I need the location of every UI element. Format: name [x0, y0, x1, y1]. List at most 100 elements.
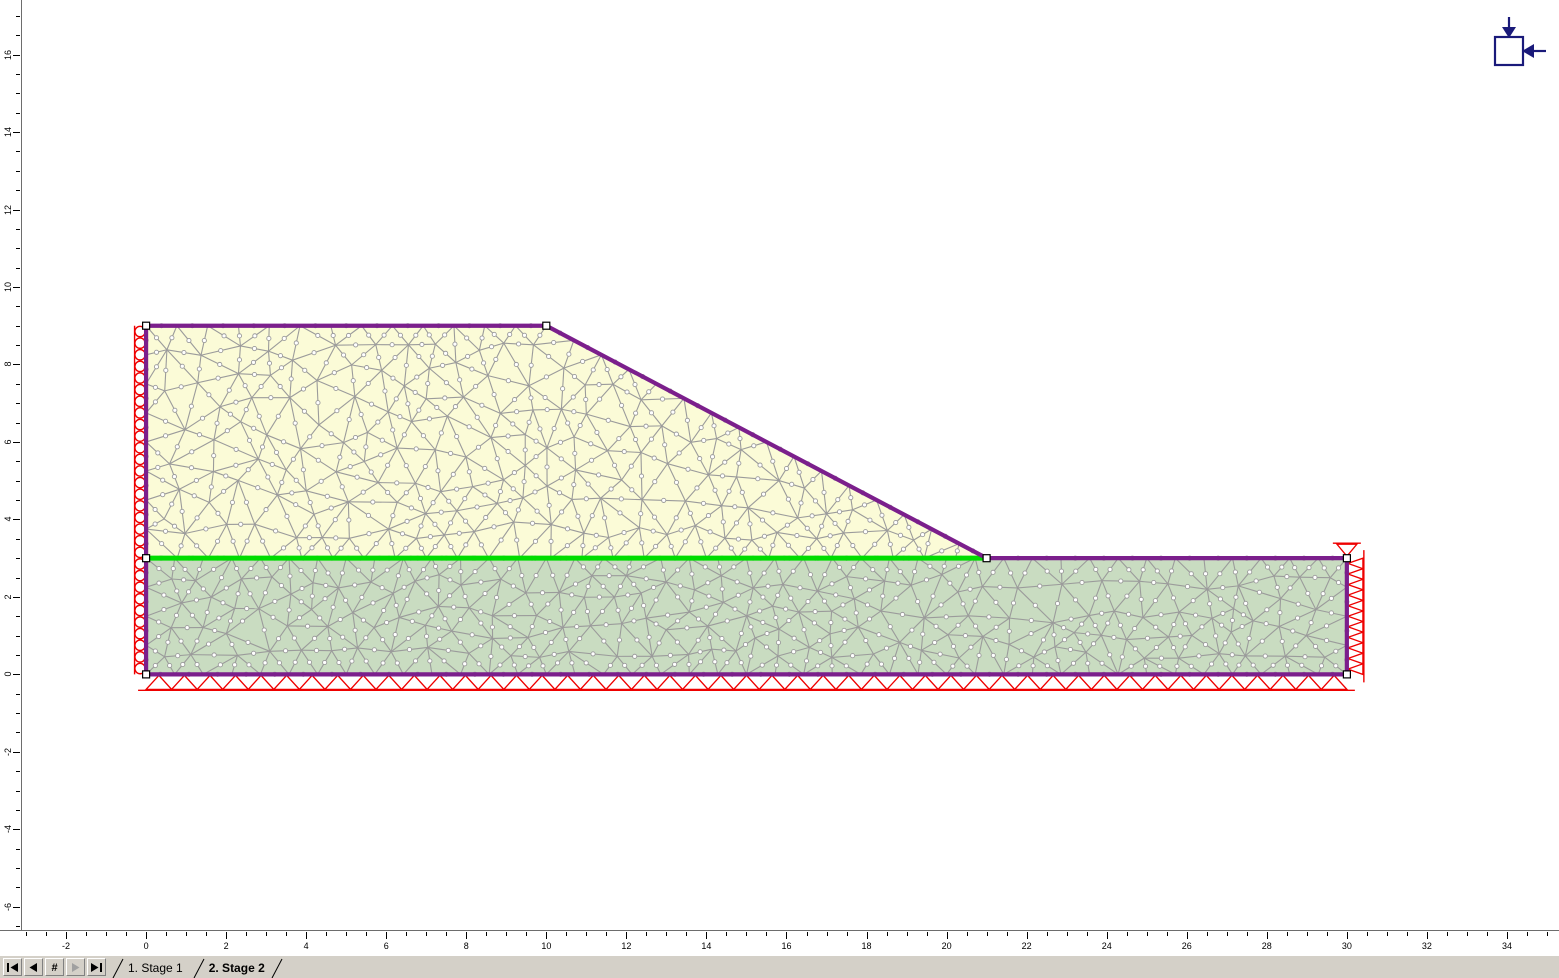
ruler-tick-major [13, 54, 20, 56]
ruler-tick-minor [16, 422, 20, 424]
ruler-tick-major [626, 932, 628, 939]
ruler-tick-minor [506, 932, 508, 936]
ruler-tick-minor [16, 325, 20, 327]
ruler-tick-minor [16, 480, 20, 482]
ruler-tick-minor [1386, 932, 1388, 936]
horizontal-ruler[interactable]: -2 0 2 4 6 8 10 12 14 16 18 20 22 24 26 28 30 32 34 [0, 930, 1559, 955]
ruler-tick-minor [106, 932, 108, 936]
ruler-tick-major [13, 751, 20, 753]
ruler-tick-major [546, 932, 548, 939]
ruler-tick-minor [16, 809, 20, 811]
ruler-tick-major [466, 932, 468, 939]
ruler-y-label: 0 [3, 671, 13, 677]
ruler-tick-major [13, 209, 20, 211]
ruler-tick-minor [1366, 932, 1368, 936]
ruler-tick-minor [1146, 932, 1148, 936]
ruler-tick-major [1106, 932, 1108, 939]
ruler-x-label: 30 [1341, 941, 1352, 951]
ruler-tick-minor [606, 932, 608, 936]
ruler-tick-minor [16, 577, 20, 579]
ruler-tick-minor [346, 932, 348, 936]
ruler-tick-minor [886, 932, 888, 936]
ruler-tick-minor [1286, 932, 1288, 936]
ruler-tick-minor [16, 926, 20, 928]
ruler-tick-minor [366, 932, 368, 936]
ruler-tick-minor [16, 790, 20, 792]
ruler-tick-minor [16, 170, 20, 172]
ruler-tick-major [866, 932, 868, 939]
ruler-tick-minor [486, 932, 488, 936]
ruler-tick-minor [16, 248, 20, 250]
first-stage-button[interactable] [3, 958, 22, 976]
ruler-tick-minor [1086, 932, 1088, 936]
ruler-tick-minor [16, 887, 20, 889]
ruler-tick-minor [406, 932, 408, 936]
support-roller-right [1332, 542, 1365, 683]
ruler-tick-minor [1326, 932, 1328, 936]
ruler-tick-minor [1006, 932, 1008, 936]
stage-tab-label: 1. Stage 1 [128, 961, 183, 975]
ruler-tick-major [386, 932, 388, 939]
ruler-y-label: 2 [3, 594, 13, 600]
ruler-tick-major [13, 596, 20, 598]
ruler-tick-major [13, 132, 20, 134]
stage-number-button[interactable]: # [45, 958, 64, 976]
previous-stage-button[interactable] [24, 958, 43, 976]
ruler-tick-minor [16, 228, 20, 230]
ruler-x-label: 6 [383, 941, 389, 951]
ruler-tick-minor [246, 932, 248, 936]
ruler-y-label: 8 [3, 361, 13, 367]
ruler-tick-major [13, 674, 20, 676]
model-canvas[interactable] [22, 12, 1559, 930]
ruler-tick-major [66, 932, 68, 939]
ruler-x-label: 20 [941, 941, 952, 951]
ruler-tick-minor [16, 73, 20, 75]
ruler-tick-minor [16, 868, 20, 870]
ruler-tick-minor [1066, 932, 1068, 936]
ruler-tick-minor [16, 848, 20, 850]
region-embankment [146, 325, 987, 559]
ruler-x-label: 4 [303, 941, 309, 951]
stage-tab-1[interactable]: 1. Stage 1 [112, 958, 193, 978]
ruler-tick-minor [186, 932, 188, 936]
ruler-x-label: 2 [223, 941, 229, 951]
ruler-tick-minor [926, 932, 928, 936]
vertical-ruler[interactable]: 16 14 12 10 8 6 4 2 0 -2 -4 -6 [0, 0, 22, 940]
ruler-tick-major [226, 932, 228, 939]
ruler-tick-minor [206, 932, 208, 936]
geometry-vertex-markers [141, 321, 1352, 679]
ruler-tick-major [1026, 932, 1028, 939]
ruler-tick-minor [666, 932, 668, 936]
ruler-tick-minor [16, 267, 20, 269]
ruler-tick-minor [426, 932, 428, 936]
ruler-tick-minor [16, 732, 20, 734]
stage-tab-2[interactable]: 2. Stage 2 [193, 958, 283, 978]
ruler-tick-minor [726, 932, 728, 936]
ruler-tick-minor [586, 932, 588, 936]
ruler-x-label: 34 [1501, 941, 1512, 951]
ruler-tick-major [1506, 932, 1508, 939]
ruler-tick-major [13, 519, 20, 521]
ruler-y-label: 4 [3, 516, 13, 522]
ruler-tick-minor [806, 932, 808, 936]
ruler-tick-minor [846, 932, 848, 936]
ruler-tick-minor [646, 932, 648, 936]
ruler-tick-minor [46, 932, 48, 936]
ruler-tick-minor [826, 932, 828, 936]
ruler-x-label: 32 [1421, 941, 1432, 951]
ruler-tick-major [706, 932, 708, 939]
ruler-tick-minor [1546, 932, 1548, 936]
ruler-tick-minor [1166, 932, 1168, 936]
ruler-tick-major [13, 287, 20, 288]
ruler-tick-minor [1446, 932, 1448, 936]
ruler-tick-minor [1486, 932, 1488, 936]
glyph-left-arrow-head [1522, 44, 1534, 58]
glyph-down-arrow-head [1502, 27, 1516, 38]
ruler-tick-minor [126, 932, 128, 936]
ruler-tick-minor [16, 306, 20, 308]
last-stage-button[interactable] [87, 958, 106, 976]
stage-tab-bar: # 1. Stage 1 2. Stage 2 [0, 955, 1559, 978]
ruler-tick-minor [1046, 932, 1048, 936]
ruler-y-label: 10 [3, 281, 13, 293]
ruler-tick-minor [16, 558, 20, 560]
